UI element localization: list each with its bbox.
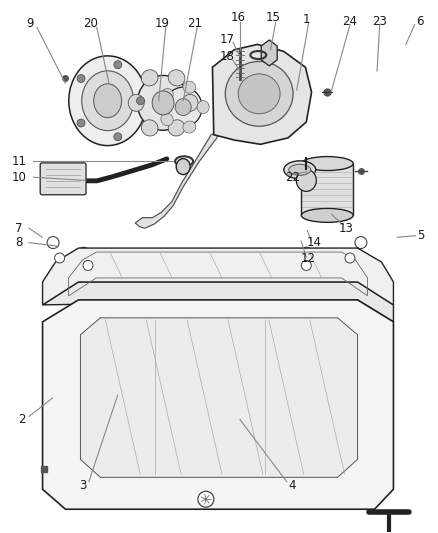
Text: 3: 3 [79,479,86,492]
Text: 18: 18 [219,50,234,63]
Circle shape [137,97,145,104]
Ellipse shape [161,113,173,126]
Text: 7: 7 [15,222,23,235]
Text: 6: 6 [416,14,424,28]
Ellipse shape [168,120,185,136]
Circle shape [78,247,90,259]
Ellipse shape [297,169,316,191]
Text: 14: 14 [307,236,321,249]
Text: 15: 15 [266,11,281,25]
Circle shape [77,75,85,83]
Ellipse shape [176,159,190,175]
Ellipse shape [94,84,122,118]
Ellipse shape [168,70,185,86]
Text: 5: 5 [417,229,424,242]
Ellipse shape [152,91,174,115]
Text: 2: 2 [18,413,25,426]
Ellipse shape [82,71,134,131]
Ellipse shape [175,99,191,116]
Text: 21: 21 [187,17,202,30]
Text: 23: 23 [372,14,387,28]
Polygon shape [261,40,277,66]
Ellipse shape [301,208,353,222]
Ellipse shape [183,121,196,133]
Text: 22: 22 [285,171,300,184]
Circle shape [114,133,122,141]
Polygon shape [301,164,353,215]
Ellipse shape [182,94,198,111]
Circle shape [355,237,367,248]
Text: 17: 17 [219,33,234,46]
Polygon shape [42,300,393,509]
Circle shape [345,253,355,263]
Circle shape [77,119,85,127]
Ellipse shape [183,81,196,93]
Text: 24: 24 [343,14,357,28]
Polygon shape [81,318,357,478]
Ellipse shape [128,94,144,111]
Text: 11: 11 [11,155,27,168]
Polygon shape [212,44,311,144]
Text: 1: 1 [303,13,310,26]
Text: 10: 10 [11,171,26,184]
Ellipse shape [225,61,293,126]
Ellipse shape [137,76,189,130]
Ellipse shape [238,74,280,114]
Ellipse shape [69,56,147,146]
Text: 20: 20 [83,17,98,30]
Text: 4: 4 [289,479,296,492]
Ellipse shape [141,70,158,86]
Circle shape [47,237,59,248]
FancyBboxPatch shape [40,163,86,195]
Text: 9: 9 [27,17,34,30]
Text: 8: 8 [15,236,23,249]
Ellipse shape [164,87,202,127]
Ellipse shape [141,120,158,136]
Polygon shape [42,282,393,322]
Text: 12: 12 [301,252,316,265]
Circle shape [198,491,214,507]
Polygon shape [42,248,393,305]
Circle shape [301,261,311,270]
Circle shape [83,261,93,270]
Text: 13: 13 [338,222,353,235]
Text: 16: 16 [231,11,246,25]
Ellipse shape [197,101,209,114]
Ellipse shape [289,164,311,175]
Ellipse shape [284,161,316,179]
Ellipse shape [301,157,353,171]
Ellipse shape [161,88,173,101]
Polygon shape [135,131,219,228]
Text: 19: 19 [155,17,170,30]
Circle shape [55,253,65,263]
Circle shape [300,247,312,259]
Circle shape [114,61,122,69]
